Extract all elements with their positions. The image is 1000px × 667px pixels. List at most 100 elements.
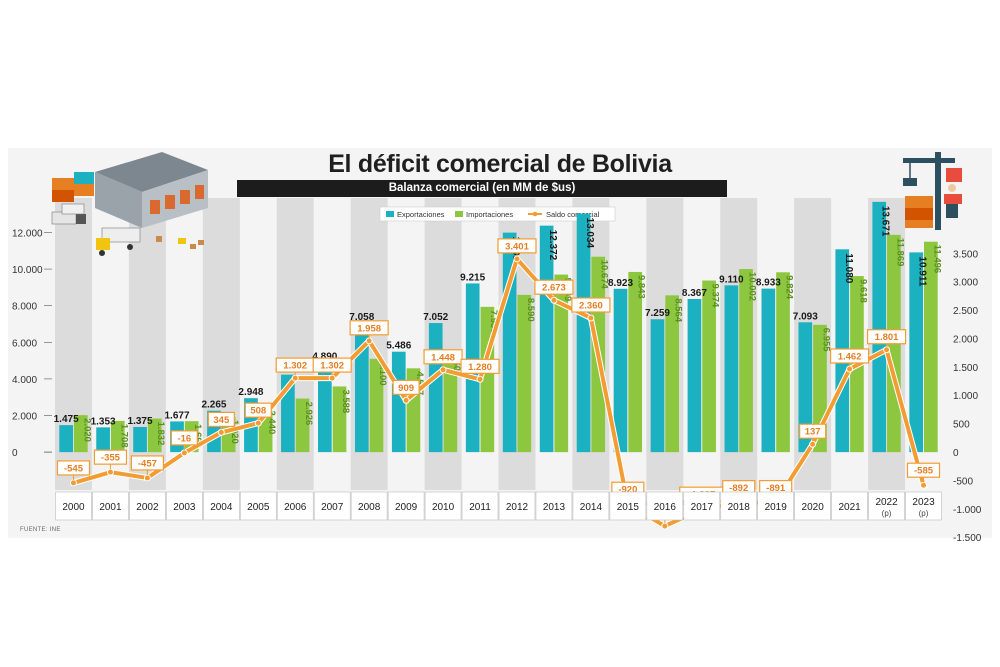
legend-label-balance: Saldo comercial (546, 210, 600, 219)
year-cell (572, 491, 610, 521)
left-axis-tick-label: 12.000 (12, 228, 43, 239)
export-bar (59, 425, 73, 453)
export-bar (650, 319, 665, 453)
export-data-label: 8.923 (608, 278, 633, 289)
balance-point (439, 366, 447, 374)
balance-data-label: 1.958 (357, 323, 381, 334)
export-data-label: 10.911 (917, 256, 928, 286)
export-bar (687, 298, 702, 453)
right-axis-tick-label: 3.000 (953, 278, 978, 289)
import-data-label: 6.955 (820, 328, 831, 352)
export-data-label: 7.052 (423, 312, 448, 323)
right-axis-tick-label: -500 (953, 476, 973, 487)
balance-point (291, 374, 299, 382)
year-tick-label: 2002 (136, 502, 159, 513)
year-cell (239, 491, 277, 521)
year-cell (498, 491, 536, 521)
left-axis-tick-label: 2.000 (12, 412, 37, 423)
year-cell (757, 491, 794, 521)
balance-data-label: -16 (177, 433, 191, 444)
export-data-label: 13.034 (584, 218, 595, 249)
year-note-label: (p) (919, 509, 929, 518)
export-bar (133, 426, 147, 453)
balance-point (180, 449, 188, 457)
export-bar (428, 323, 443, 453)
balance-data-label: 137 (805, 427, 821, 438)
year-cell (831, 491, 868, 521)
balance-data-label: 1.801 (875, 332, 899, 343)
year-cell (646, 491, 684, 521)
balance-point (513, 255, 521, 263)
left-axis-tick-label: 0 (12, 448, 18, 459)
right-axis-tick-label: 1.000 (953, 391, 978, 402)
export-bar (391, 351, 406, 453)
import-bar (702, 280, 716, 453)
import-data-label: 8.590 (525, 298, 536, 322)
year-note-label: (p) (882, 509, 892, 518)
year-tick-label: 2005 (247, 502, 270, 513)
export-data-label: 11.080 (843, 253, 854, 283)
balance-point (254, 419, 262, 427)
year-cell (129, 491, 166, 521)
balance-data-label: -457 (138, 458, 157, 469)
balance-point (69, 479, 77, 487)
import-data-label: 1.832 (155, 422, 166, 446)
balance-data-label: -545 (64, 463, 84, 474)
export-data-label: 9.110 (719, 274, 744, 285)
year-tick-label: 2003 (173, 502, 196, 513)
import-bar (517, 294, 532, 453)
import-data-label: 11.869 (894, 238, 905, 267)
export-data-label: 13.671 (880, 206, 891, 237)
year-cell (609, 491, 647, 521)
year-cell (387, 491, 425, 521)
import-bar (665, 295, 679, 453)
balance-data-label: -892 (729, 483, 748, 494)
export-data-label: 2.265 (201, 400, 226, 411)
balance-data-label: 1.302 (320, 361, 344, 372)
export-data-label: 12.372 (547, 230, 558, 261)
balance-data-label: -585 (914, 466, 934, 477)
year-cell (350, 491, 388, 521)
import-bar (369, 358, 384, 453)
import-data-label: 2.440 (266, 410, 277, 434)
legend-marker-balance (532, 211, 538, 217)
balance-data-label: -355 (101, 453, 121, 464)
right-axis-tick-label: 2.000 (953, 334, 978, 345)
right-axis-tick-label: 1.500 (953, 363, 978, 374)
balance-data-label: 1.302 (283, 361, 307, 372)
year-tick-label: 2021 (838, 502, 861, 513)
export-data-label: 1.375 (128, 416, 153, 427)
year-tick-label: 2007 (321, 502, 344, 513)
export-bar (724, 285, 739, 453)
chart-subtitle: Balanza comercial (en MM de $us) (237, 180, 727, 197)
export-bar (613, 288, 628, 453)
year-cell (313, 491, 351, 521)
year-cell (794, 491, 831, 521)
balance-data-label: 1.448 (431, 352, 455, 363)
balance-data-label: 1.462 (838, 351, 862, 362)
year-tick-label: 2020 (802, 502, 825, 513)
balance-point (217, 428, 225, 436)
export-bar (96, 427, 110, 453)
legend-swatch-exports (386, 211, 394, 217)
left-axis-tick-label: 6.000 (12, 338, 37, 349)
year-cell (905, 491, 942, 521)
balance-data-label: -891 (766, 483, 786, 494)
import-bar (924, 241, 938, 453)
year-cell (720, 491, 758, 521)
year-cell (92, 491, 129, 521)
export-data-label: 4.890 (312, 352, 337, 363)
year-cell (276, 491, 314, 521)
year-tick-label: 2023 (912, 497, 935, 508)
balance-data-label: -920 (618, 485, 637, 496)
export-data-label: 1.475 (54, 414, 79, 425)
year-cell (683, 491, 721, 521)
import-bar (739, 269, 753, 453)
year-cell (166, 491, 203, 521)
import-bar (628, 271, 643, 453)
year-tick-label: 2008 (358, 502, 381, 513)
year-tick-label: 2001 (99, 502, 122, 513)
year-tick-label: 2015 (617, 502, 640, 513)
legend-label-exports: Exportaciones (397, 210, 445, 219)
